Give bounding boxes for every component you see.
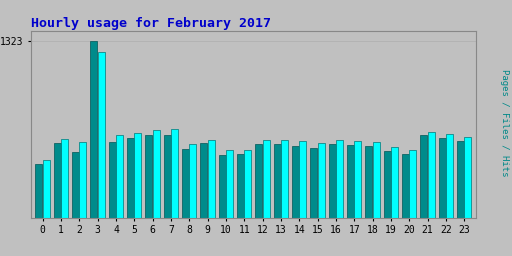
Bar <box>72 152 79 218</box>
Bar <box>255 144 263 218</box>
Bar <box>318 143 325 218</box>
Bar <box>226 150 233 218</box>
Bar <box>116 135 123 218</box>
Bar <box>201 143 207 218</box>
Bar <box>281 140 288 218</box>
Bar <box>366 146 372 218</box>
Bar <box>171 130 178 218</box>
Bar <box>79 142 87 218</box>
Bar <box>145 135 153 218</box>
Bar <box>373 142 380 218</box>
Bar <box>109 142 116 218</box>
Bar <box>35 164 42 218</box>
Bar <box>189 144 197 218</box>
Bar <box>208 140 215 218</box>
Bar <box>354 141 361 218</box>
Bar <box>135 133 141 218</box>
Bar <box>410 150 416 218</box>
Bar <box>347 145 354 218</box>
Bar <box>457 141 464 218</box>
Bar <box>391 147 398 218</box>
Bar <box>182 149 189 218</box>
Bar <box>329 144 336 218</box>
Bar <box>464 137 472 218</box>
Bar <box>292 146 299 218</box>
Bar <box>300 141 306 218</box>
Bar <box>237 154 244 218</box>
Bar <box>263 140 270 218</box>
Bar <box>310 147 317 218</box>
Bar <box>43 160 50 218</box>
Bar <box>61 139 68 218</box>
Bar <box>336 140 343 218</box>
Bar <box>428 132 435 218</box>
Bar <box>384 151 391 218</box>
Bar <box>153 130 160 218</box>
Bar <box>98 52 105 218</box>
Bar <box>164 135 171 218</box>
Bar <box>219 155 226 218</box>
Bar <box>420 135 428 218</box>
Bar <box>274 144 281 218</box>
Bar <box>446 134 453 218</box>
Bar <box>402 154 409 218</box>
Text: Hourly usage for February 2017: Hourly usage for February 2017 <box>31 17 271 29</box>
Bar <box>127 138 134 218</box>
Bar <box>439 138 446 218</box>
Bar <box>54 143 61 218</box>
Bar <box>91 41 97 218</box>
Text: Pages / Files / Hits: Pages / Files / Hits <box>500 69 509 177</box>
Bar <box>244 150 251 218</box>
